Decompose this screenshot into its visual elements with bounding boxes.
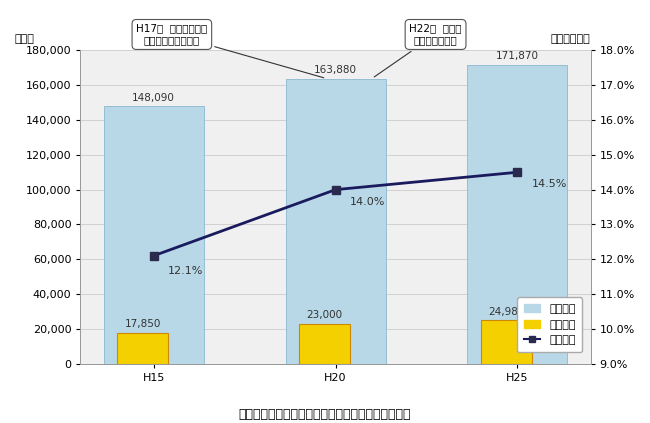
Text: 23,000: 23,000 bbox=[307, 310, 343, 320]
Bar bbox=[467, 65, 567, 364]
Text: 図２－１　総住宅数、空き家数及び空き家率の推移: 図２－１ 総住宅数、空き家数及び空き家率の推移 bbox=[239, 408, 411, 421]
Text: 17,850: 17,850 bbox=[125, 319, 161, 329]
Bar bbox=[299, 324, 350, 364]
Bar bbox=[103, 106, 203, 364]
空き家率 bbox=[514, 170, 521, 175]
Bar bbox=[285, 79, 385, 364]
Legend: 総住宅数, 空き家数, 空き家率: 総住宅数, 空き家数, 空き家率 bbox=[517, 297, 582, 352]
Text: 171,870: 171,870 bbox=[496, 51, 539, 61]
Text: H17年  豊野、戸隠、
鬼無里、大岡の合併: H17年 豊野、戸隠、 鬼無里、大岡の合併 bbox=[136, 24, 324, 78]
空き家率 bbox=[150, 253, 157, 258]
Text: 148,090: 148,090 bbox=[132, 93, 175, 102]
Text: 24,980: 24,980 bbox=[488, 307, 525, 317]
Bar bbox=[481, 320, 532, 364]
Text: 14.5%: 14.5% bbox=[532, 179, 567, 189]
Text: H22年  中条、
信州新町の合併: H22年 中条、 信州新町の合併 bbox=[374, 24, 462, 77]
空き家率 bbox=[332, 187, 339, 192]
Text: 14.0%: 14.0% bbox=[350, 197, 385, 206]
Text: 163,880: 163,880 bbox=[314, 65, 357, 75]
Text: 12.1%: 12.1% bbox=[168, 266, 203, 276]
Bar bbox=[117, 332, 168, 364]
Line: 空き家率: 空き家率 bbox=[150, 168, 521, 260]
Text: （空き家率）: （空き家率） bbox=[551, 34, 591, 44]
Text: （戸）: （戸） bbox=[14, 34, 34, 44]
